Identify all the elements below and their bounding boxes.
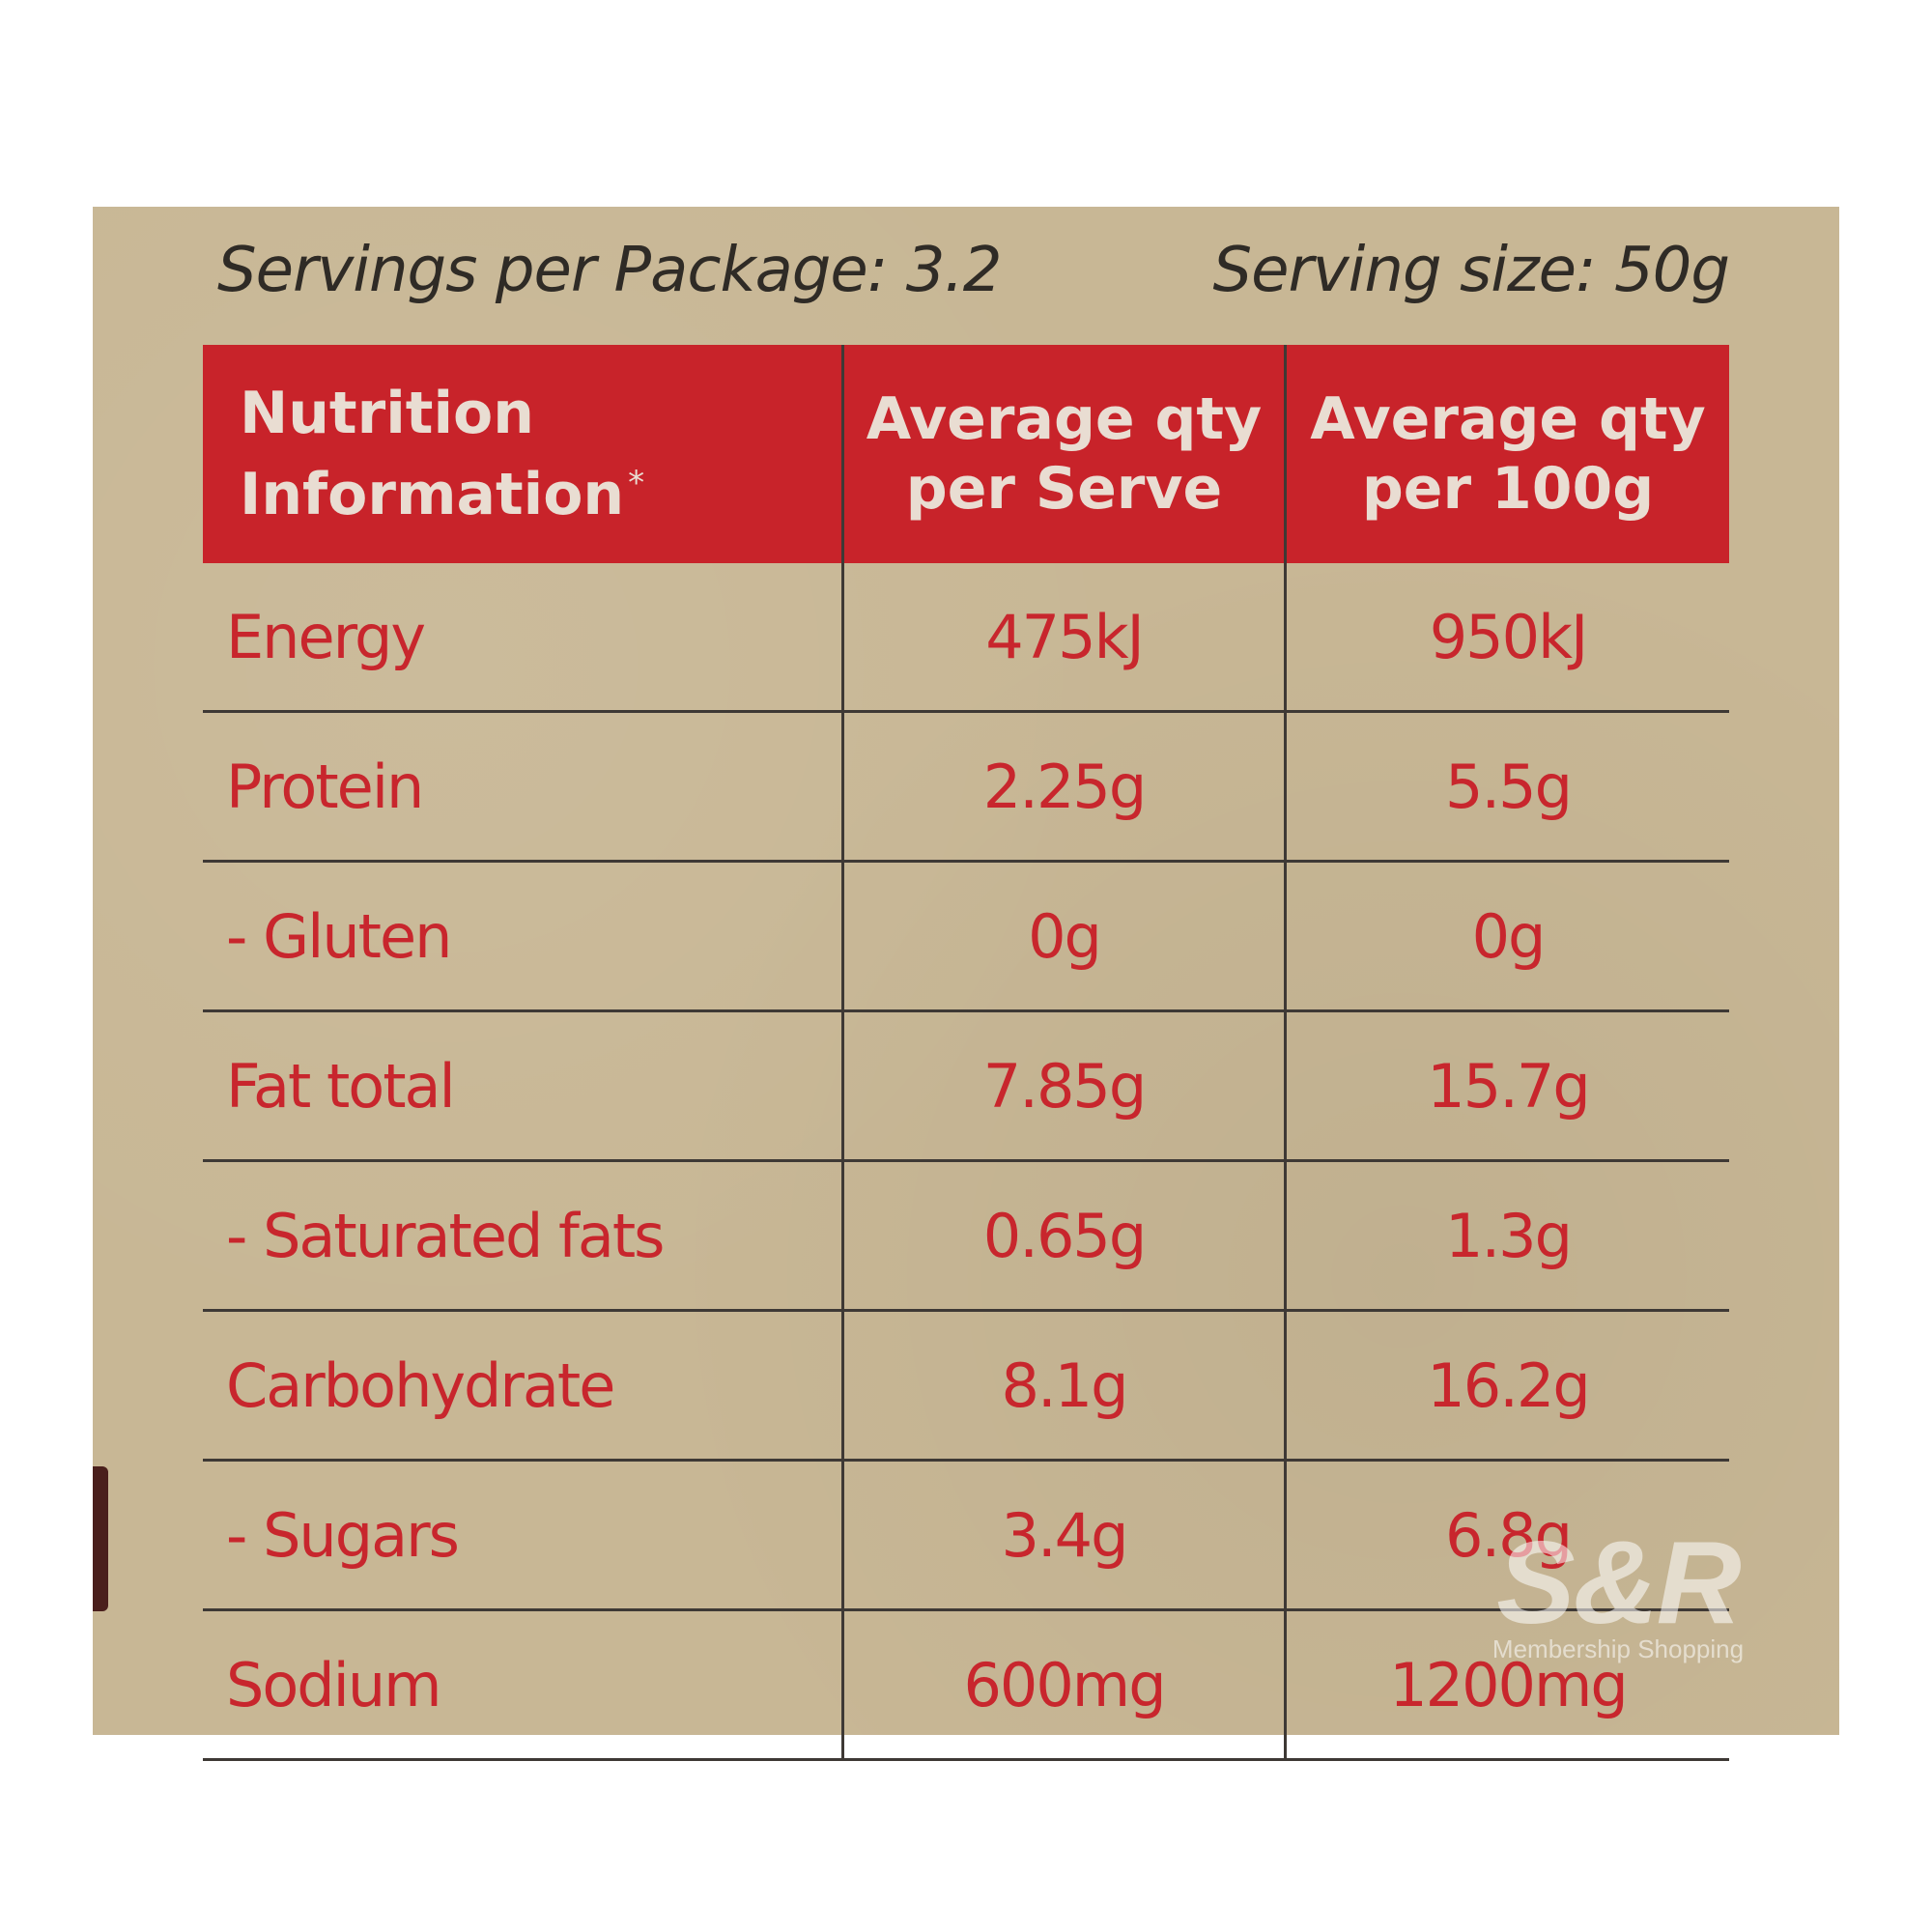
table-row: - Gluten 0g 0g (203, 861, 1729, 1012)
header-nutrient-line1: Nutrition (240, 380, 534, 447)
table-row: Sodium 600mg 1200mg (203, 1609, 1729, 1761)
per-100g-value: 1.3g (1284, 1160, 1729, 1312)
nutrient-name: - Saturated fats (203, 1160, 843, 1312)
per-100g-value: 5.5g (1284, 711, 1729, 863)
header-nutrition-information: Nutrition Information * (203, 345, 843, 563)
header-per-serve: Average qty per Serve (841, 345, 1286, 563)
table-row: Protein 2.25g 5.5g (203, 711, 1729, 863)
per-100g-value: 950kJ (1284, 563, 1729, 713)
header-per-serve-line1: Average qty (866, 385, 1263, 453)
table-row: - Saturated fats 0.65g 1.3g (203, 1160, 1729, 1312)
table-row: Carbohydrate 8.1g 16.2g (203, 1310, 1729, 1462)
per-100g-value: 0g (1284, 861, 1729, 1012)
nutrient-name: Carbohydrate (203, 1310, 843, 1462)
per-serve-value: 0.65g (841, 1160, 1286, 1312)
header-nutrient-line2: Information (240, 461, 625, 528)
serving-size: Serving size: 50g (1212, 235, 1730, 306)
table-header-row: Nutrition Information * Average qty per S… (203, 345, 1729, 563)
per-serve-value: 7.85g (841, 1010, 1286, 1162)
table-row: Energy 475kJ 950kJ (203, 563, 1729, 713)
nutrient-name: Energy (203, 563, 843, 713)
nutrient-name: Fat total (203, 1010, 843, 1162)
per-serve-value: 2.25g (841, 711, 1286, 863)
per-100g-value: 6.8g (1284, 1460, 1729, 1611)
servings-info: Servings per Package: 3.2 Serving size: … (217, 235, 1730, 322)
per-serve-value: 8.1g (841, 1310, 1286, 1462)
header-per-100g-line2: per 100g (1361, 455, 1655, 523)
header-per-100g-line1: Average qty (1310, 385, 1706, 453)
per-100g-value: 15.7g (1284, 1010, 1729, 1162)
nutrient-name: Protein (203, 711, 843, 863)
nutrient-name: - Gluten (203, 861, 843, 1012)
header-per-100g: Average qty per 100g (1284, 345, 1729, 563)
nutrient-name: - Sugars (203, 1460, 843, 1611)
package-edge (93, 1466, 108, 1611)
per-serve-value: 3.4g (841, 1460, 1286, 1611)
table-row: Fat total 7.85g 15.7g (203, 1010, 1729, 1162)
per-serve-value: 600mg (841, 1609, 1286, 1761)
nutrient-name: Sodium (203, 1609, 843, 1761)
per-serve-value: 0g (841, 861, 1286, 1012)
header-asterisk: * (628, 464, 645, 502)
per-serve-value: 475kJ (841, 563, 1286, 713)
table-row: - Sugars 3.4g 6.8g (203, 1460, 1729, 1611)
per-100g-value: 16.2g (1284, 1310, 1729, 1462)
per-100g-value: 1200mg (1284, 1609, 1729, 1761)
nutrition-table: Nutrition Information * Average qty per S… (203, 345, 1729, 1761)
servings-per-package: Servings per Package: 3.2 (217, 235, 1002, 306)
header-per-serve-line2: per Serve (905, 455, 1223, 523)
